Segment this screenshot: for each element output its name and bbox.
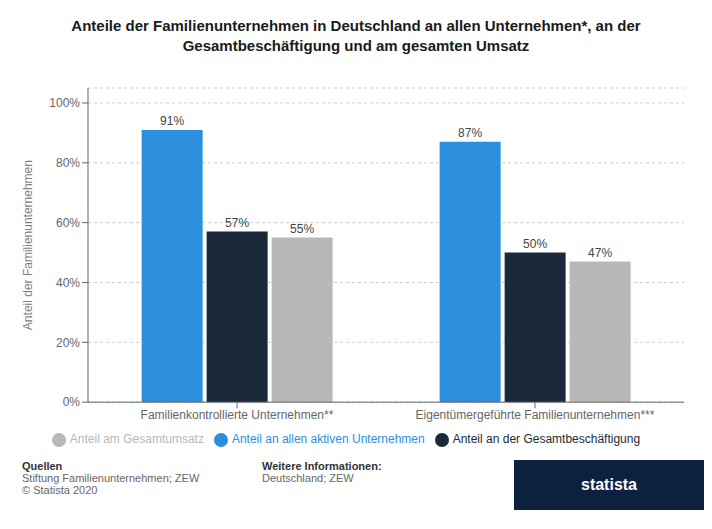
html-text:Anteile der Familienunternehme: Anteile der Familienunternehmen in Deuts… bbox=[71, 17, 641, 34]
svg-text:80%: 80% bbox=[56, 156, 80, 170]
svg-text:50%: 50% bbox=[523, 237, 547, 251]
svg-text:91%: 91% bbox=[160, 114, 184, 128]
html-text:Quellen: Quellen bbox=[22, 460, 63, 472]
svg-text:Eigentümergeführte Familienunt: Eigentümergeführte Familienunternehmen**… bbox=[416, 408, 655, 422]
svg-text:100%: 100% bbox=[49, 96, 80, 110]
svg-text:Familienkontrollierte Unterneh: Familienkontrollierte Unternehmen** bbox=[141, 408, 334, 422]
html-text:statista: statista bbox=[581, 476, 637, 493]
html-text:Deutschland; ZEW: Deutschland; ZEW bbox=[262, 472, 354, 484]
svg-text:60%: 60% bbox=[56, 216, 80, 230]
svg-text:57%: 57% bbox=[225, 216, 249, 230]
svg-text:87%: 87% bbox=[458, 126, 482, 140]
html-text:Anteil an allen aktiven Untern: Anteil an allen aktiven Unternehmen bbox=[231, 432, 425, 447]
svg-text:20%: 20% bbox=[56, 336, 80, 350]
svg-text:47%: 47% bbox=[588, 246, 612, 260]
svg-text:Anteil der Familienunternehmen: Anteil der Familienunternehmen bbox=[21, 160, 35, 330]
html-text:© Statista 2020: © Statista 2020 bbox=[22, 484, 98, 496]
svg-text:40%: 40% bbox=[56, 276, 80, 290]
html-text:Weitere Informationen:: Weitere Informationen: bbox=[262, 460, 382, 472]
html-text:Gesamtbeschäftigung und am ges: Gesamtbeschäftigung und am gesamten Umsa… bbox=[182, 37, 530, 54]
svg-text:55%: 55% bbox=[290, 222, 314, 236]
svg-text:0%: 0% bbox=[63, 395, 81, 409]
html-text:Anteil an der Gesamtbeschäftig: Anteil an der Gesamtbeschäftigung bbox=[452, 432, 641, 447]
html-text:Stiftung Familienunternehmen;: Stiftung Familienunternehmen; ZEW bbox=[22, 472, 200, 484]
html-text:Anteil am Gesamtumsatz: Anteil am Gesamtumsatz bbox=[69, 432, 204, 447]
